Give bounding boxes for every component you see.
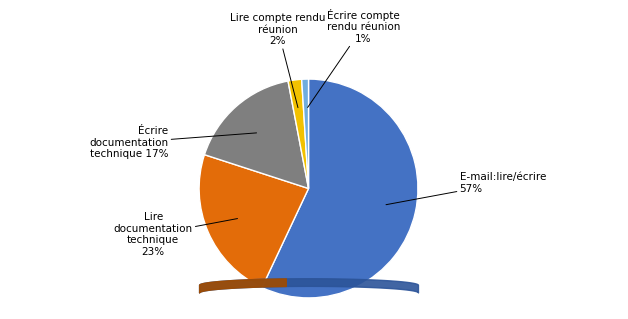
Wedge shape	[288, 79, 308, 189]
Wedge shape	[262, 79, 418, 298]
Text: Lire
documentation
technique
23%: Lire documentation technique 23%	[114, 212, 237, 257]
Wedge shape	[301, 79, 308, 189]
Wedge shape	[199, 155, 308, 287]
Text: Écrire compte
rendu réunion
1%: Écrire compte rendu réunion 1%	[308, 9, 400, 108]
Text: Lire compte rendu
réunion
2%: Lire compte rendu réunion 2%	[230, 13, 326, 108]
Text: E-mail:lire/écrire
57%: E-mail:lire/écrire 57%	[386, 172, 546, 205]
Wedge shape	[205, 81, 308, 189]
Text: Écrire
documentation
technique 17%: Écrire documentation technique 17%	[89, 126, 257, 159]
